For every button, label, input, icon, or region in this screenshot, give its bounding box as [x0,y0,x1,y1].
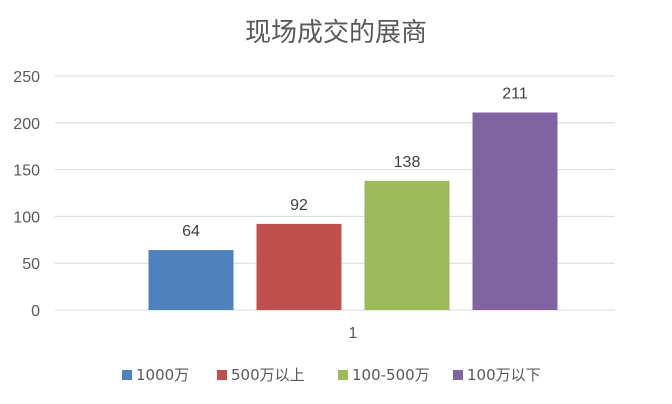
legend-swatch [338,370,348,380]
y-tick-label: 100 [13,209,40,226]
y-tick-label: 200 [13,116,40,133]
legend-entry: 1000万 [136,366,189,384]
bar [364,180,450,310]
data-label: 211 [502,86,528,103]
legend-swatch [217,370,227,380]
legend-swatch [453,370,463,380]
y-tick-label: 0 [31,303,40,320]
legend-entry: 100万以下 [467,366,541,384]
y-tick-label: 150 [13,163,40,180]
bar [148,250,234,310]
legend-entry: 500万以上 [231,366,305,384]
bar [256,223,342,310]
data-label: 138 [394,154,421,171]
data-labels: 64 92 138 211 [182,86,528,241]
bars [148,112,558,310]
legend: 1000万 500万以上 100-500万 100万以下 [122,366,541,384]
y-axis-ticks: 0 50 100 150 200 250 [13,69,40,320]
y-tick-label: 50 [22,256,40,273]
legend-entry: 100-500万 [352,366,430,384]
data-label: 64 [182,223,200,240]
x-category-label: 1 [349,325,358,342]
chart-title: 现场成交的展商 [245,18,427,48]
legend-swatch [122,370,132,380]
bar [472,112,558,310]
data-label: 92 [290,197,308,214]
y-tick-label: 250 [13,69,40,86]
